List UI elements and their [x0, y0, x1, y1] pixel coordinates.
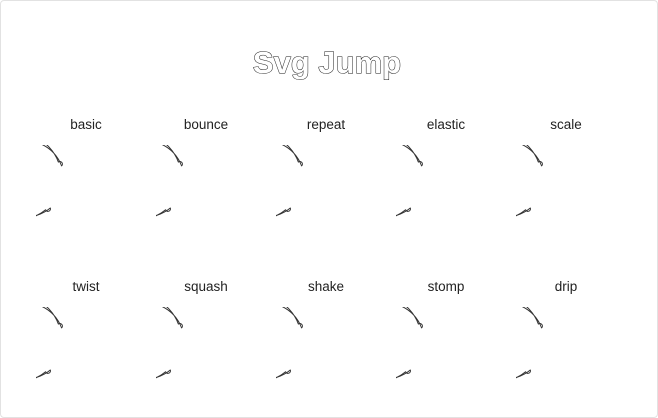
- ring-spinner-icon: [36, 145, 63, 217]
- animation-label: drip: [554, 279, 578, 294]
- animation-label: squash: [184, 279, 228, 294]
- animation-label: elastic: [426, 117, 466, 132]
- ring-spinner-icon: [156, 307, 183, 379]
- page-title: Svg Jump: [252, 45, 401, 81]
- animation-label: scale: [550, 117, 582, 132]
- animation-label: basic: [70, 117, 102, 132]
- animation-label: twist: [72, 279, 100, 294]
- animation-tile-basic[interactable]: basic: [36, 117, 136, 245]
- animation-label: bounce: [183, 117, 229, 132]
- ring-arc-shape: [516, 307, 543, 379]
- animation-tile-scale[interactable]: scale: [516, 117, 616, 245]
- ring-arc-shape: [156, 307, 183, 379]
- animation-tile-drip[interactable]: drip: [516, 279, 616, 407]
- animation-label: stomp: [427, 279, 465, 294]
- ring-arc-shape: [276, 307, 303, 379]
- ring-spinner-icon: [276, 145, 303, 217]
- ring-arc-shape: [396, 307, 423, 379]
- ring-arc-shape: [36, 145, 63, 217]
- animation-tile-twist[interactable]: twist: [36, 279, 136, 407]
- ring-arc-shape: [516, 145, 543, 217]
- ring-arc-shape: [36, 307, 63, 379]
- ring-arc-shape: [156, 145, 183, 217]
- animation-tile-repeat[interactable]: repeat: [276, 117, 376, 245]
- ring-spinner-icon: [516, 145, 543, 217]
- ring-arc-shape: [396, 145, 423, 217]
- ring-spinner-icon: [276, 307, 303, 379]
- animation-tile-stomp[interactable]: stomp: [396, 279, 496, 407]
- ring-spinner-icon: [36, 307, 63, 379]
- animation-label: shake: [307, 279, 345, 294]
- animation-tile-bounce[interactable]: bounce: [156, 117, 256, 245]
- ring-arc-shape: [276, 145, 303, 217]
- page-title-text: Svg Jump: [253, 45, 401, 80]
- animation-label: repeat: [306, 117, 346, 132]
- animation-tile-squash[interactable]: squash: [156, 279, 256, 407]
- ring-spinner-icon: [396, 145, 423, 217]
- ring-spinner-icon: [156, 145, 183, 217]
- ring-spinner-icon: [396, 307, 423, 379]
- animation-tile-elastic[interactable]: elastic: [396, 117, 496, 245]
- ring-spinner-icon: [516, 307, 543, 379]
- animation-tile-shake[interactable]: shake: [276, 279, 376, 407]
